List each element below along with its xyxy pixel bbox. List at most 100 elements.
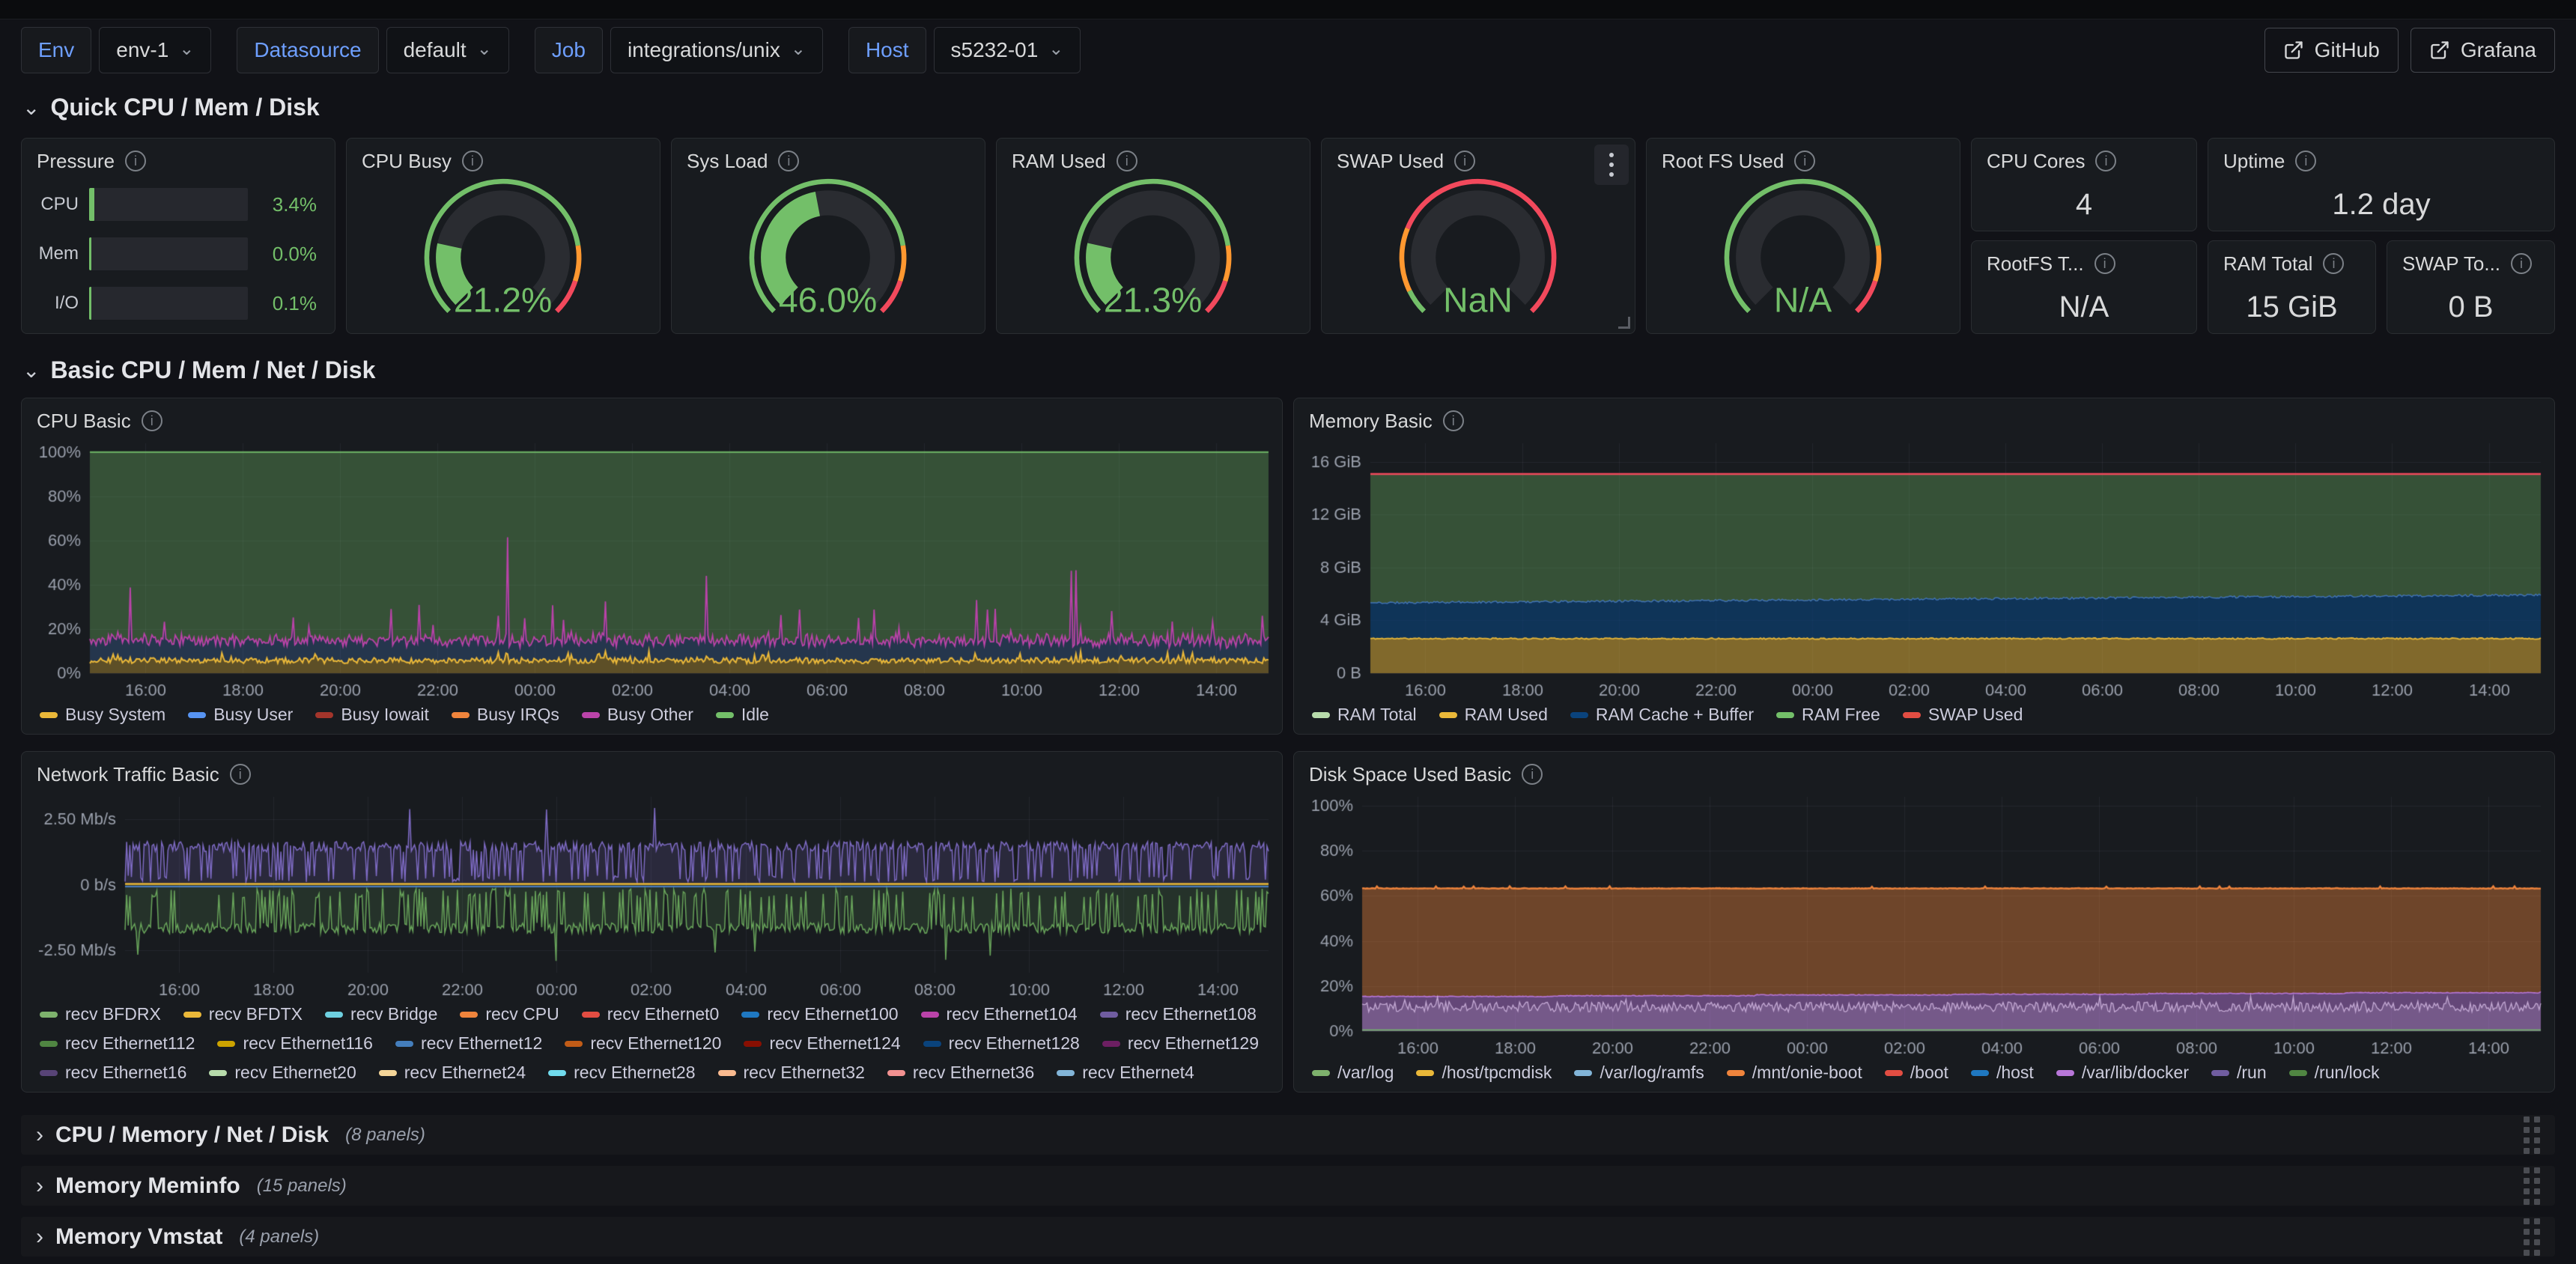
panel-title[interactable]: RAM Used xyxy=(1012,150,1106,173)
legend-item[interactable]: /boot xyxy=(1885,1063,1948,1083)
info-icon[interactable]: i xyxy=(1454,151,1475,171)
legend-item[interactable]: recv Ethernet24 xyxy=(379,1063,526,1083)
info-icon[interactable]: i xyxy=(1522,764,1543,785)
collapsed-row-cpu-memory-net-disk[interactable]: › CPU / Memory / Net / Disk (8 panels) xyxy=(21,1115,2555,1155)
info-icon[interactable]: i xyxy=(2511,253,2532,274)
section-quick-cpu-mem-disk[interactable]: ⌄ Quick CPU / Mem / Disk xyxy=(22,94,2555,121)
memory-basic-chart-canvas[interactable] xyxy=(1300,436,2548,703)
info-icon[interactable]: i xyxy=(1443,410,1464,431)
legend-item[interactable]: /host/tpcmdisk xyxy=(1416,1063,1552,1083)
job-dropdown[interactable]: integrations/unix ⌄ xyxy=(610,27,823,73)
legend-item[interactable]: /run/lock xyxy=(2289,1063,2380,1083)
disk-space-chart-canvas[interactable] xyxy=(1300,789,2548,1061)
info-icon[interactable]: i xyxy=(2095,151,2116,171)
legend-item[interactable]: /var/log xyxy=(1312,1063,1394,1083)
legend-item[interactable]: recv Bridge xyxy=(325,1004,437,1024)
info-icon[interactable]: i xyxy=(1794,151,1815,171)
legend-item[interactable]: RAM Cache + Buffer xyxy=(1570,705,1754,725)
legend-item[interactable]: recv Ethernet16 xyxy=(40,1063,186,1083)
panel-title[interactable]: Sys Load xyxy=(687,150,768,173)
legend-item[interactable]: /var/lib/docker xyxy=(2056,1063,2189,1083)
panel-title[interactable]: RootFS T... xyxy=(1987,252,2084,276)
panel-title[interactable]: CPU Basic xyxy=(37,410,131,433)
bar-gauge xyxy=(89,287,248,320)
panel-title[interactable]: Memory Basic xyxy=(1309,410,1433,433)
legend-swatch-icon xyxy=(1312,1070,1330,1076)
panel-title[interactable]: SWAP Used xyxy=(1337,150,1444,173)
panel-title[interactable]: CPU Cores xyxy=(1987,150,2085,173)
info-icon[interactable]: i xyxy=(230,764,251,785)
drag-handle-icon[interactable] xyxy=(2524,1167,2540,1205)
section-basic-cpu-mem-net-disk[interactable]: ⌄ Basic CPU / Mem / Net / Disk xyxy=(22,356,2555,384)
legend-item[interactable]: recv Ethernet104 xyxy=(921,1004,1078,1024)
legend-item[interactable]: Busy Iowait xyxy=(315,705,429,725)
legend-item[interactable]: Busy User xyxy=(188,705,293,725)
panel-title[interactable]: SWAP To... xyxy=(2402,252,2500,276)
github-link-button[interactable]: GitHub xyxy=(2264,28,2399,73)
legend-item[interactable]: recv Ethernet4 xyxy=(1057,1063,1194,1083)
legend-item[interactable]: RAM Used xyxy=(1439,705,1548,725)
legend-item[interactable]: RAM Total xyxy=(1312,705,1417,725)
legend-item[interactable]: Busy System xyxy=(40,705,165,725)
legend-item[interactable]: /mnt/onie-boot xyxy=(1727,1063,1862,1083)
legend-item[interactable]: recv Ethernet116 xyxy=(217,1033,372,1054)
bar-fill xyxy=(89,188,94,221)
info-icon[interactable]: i xyxy=(2295,151,2316,171)
legend-item[interactable]: recv Ethernet0 xyxy=(582,1004,720,1024)
legend-item[interactable]: recv Ethernet28 xyxy=(548,1063,695,1083)
panel-title[interactable]: RAM Total xyxy=(2223,252,2312,276)
drag-handle-icon[interactable] xyxy=(2524,1116,2540,1154)
info-icon[interactable]: i xyxy=(142,410,162,431)
panel-title[interactable]: Network Traffic Basic xyxy=(37,763,219,786)
swap-used-gauge: NaN xyxy=(1322,171,1635,330)
panel-title[interactable]: CPU Busy xyxy=(362,150,452,173)
legend-label: /var/lib/docker xyxy=(2082,1063,2189,1083)
legend-item[interactable]: Busy IRQs xyxy=(452,705,559,725)
legend-item[interactable]: recv Ethernet112 xyxy=(40,1033,195,1054)
info-icon[interactable]: i xyxy=(462,151,483,171)
panel-title[interactable]: Uptime xyxy=(2223,150,2285,173)
legend-item[interactable]: Idle xyxy=(716,705,769,725)
legend-item[interactable]: RAM Free xyxy=(1776,705,1880,725)
legend-item[interactable]: /var/log/ramfs xyxy=(1574,1063,1704,1083)
host-dropdown[interactable]: s5232-01 ⌄ xyxy=(934,27,1081,73)
panel-title[interactable]: Root FS Used xyxy=(1662,150,1784,173)
legend-item[interactable]: recv BFDTX xyxy=(183,1004,303,1024)
legend-item[interactable]: recv Ethernet36 xyxy=(887,1063,1034,1083)
info-icon[interactable]: i xyxy=(2323,253,2344,274)
datasource-dropdown[interactable]: default ⌄ xyxy=(386,27,509,73)
legend-item[interactable]: recv Ethernet108 xyxy=(1100,1004,1257,1024)
cpu-basic-chart-canvas[interactable] xyxy=(28,436,1276,703)
legend-item[interactable]: recv Ethernet120 xyxy=(565,1033,721,1054)
legend-item[interactable]: recv Ethernet128 xyxy=(923,1033,1080,1054)
info-icon[interactable]: i xyxy=(2094,253,2115,274)
legend-item[interactable]: Busy Other xyxy=(582,705,693,725)
legend-item[interactable]: /host xyxy=(1971,1063,2034,1083)
legend-item[interactable]: recv Ethernet32 xyxy=(718,1063,865,1083)
grafana-link-button[interactable]: Grafana xyxy=(2411,28,2555,73)
svg-text:21.3%: 21.3% xyxy=(1104,281,1202,320)
collapsed-row-memory-vmstat[interactable]: › Memory Vmstat (4 panels) xyxy=(21,1217,2555,1257)
legend-item[interactable]: recv Ethernet100 xyxy=(741,1004,898,1024)
legend-item[interactable]: /run xyxy=(2211,1063,2267,1083)
ram-used-gauge: 21.3% xyxy=(997,171,1310,330)
info-icon[interactable]: i xyxy=(125,151,146,171)
info-icon[interactable]: i xyxy=(778,151,799,171)
legend-item[interactable]: SWAP Used xyxy=(1903,705,2023,725)
legend-item[interactable]: recv Ethernet124 xyxy=(744,1033,900,1054)
panel-resize-handle[interactable] xyxy=(1618,317,1630,329)
legend-item[interactable]: recv Ethernet20 xyxy=(209,1063,356,1083)
legend-item[interactable]: recv Ethernet129 xyxy=(1102,1033,1259,1054)
legend-item[interactable]: recv CPU xyxy=(460,1004,559,1024)
legend-item[interactable]: recv BFDRX xyxy=(40,1004,161,1024)
env-dropdown[interactable]: env-1 ⌄ xyxy=(99,27,211,73)
panel-title[interactable]: Disk Space Used Basic xyxy=(1309,763,1511,786)
network-traffic-chart-canvas[interactable] xyxy=(28,789,1276,1003)
info-icon[interactable]: i xyxy=(1117,151,1137,171)
legend-label: recv Ethernet36 xyxy=(913,1063,1034,1083)
drag-handle-icon[interactable] xyxy=(2524,1218,2540,1256)
panel-title[interactable]: Pressure xyxy=(37,150,115,173)
legend-swatch-icon xyxy=(217,1041,235,1047)
legend-item[interactable]: recv Ethernet12 xyxy=(395,1033,542,1054)
collapsed-row-memory-meminfo[interactable]: › Memory Meminfo (15 panels) xyxy=(21,1166,2555,1206)
